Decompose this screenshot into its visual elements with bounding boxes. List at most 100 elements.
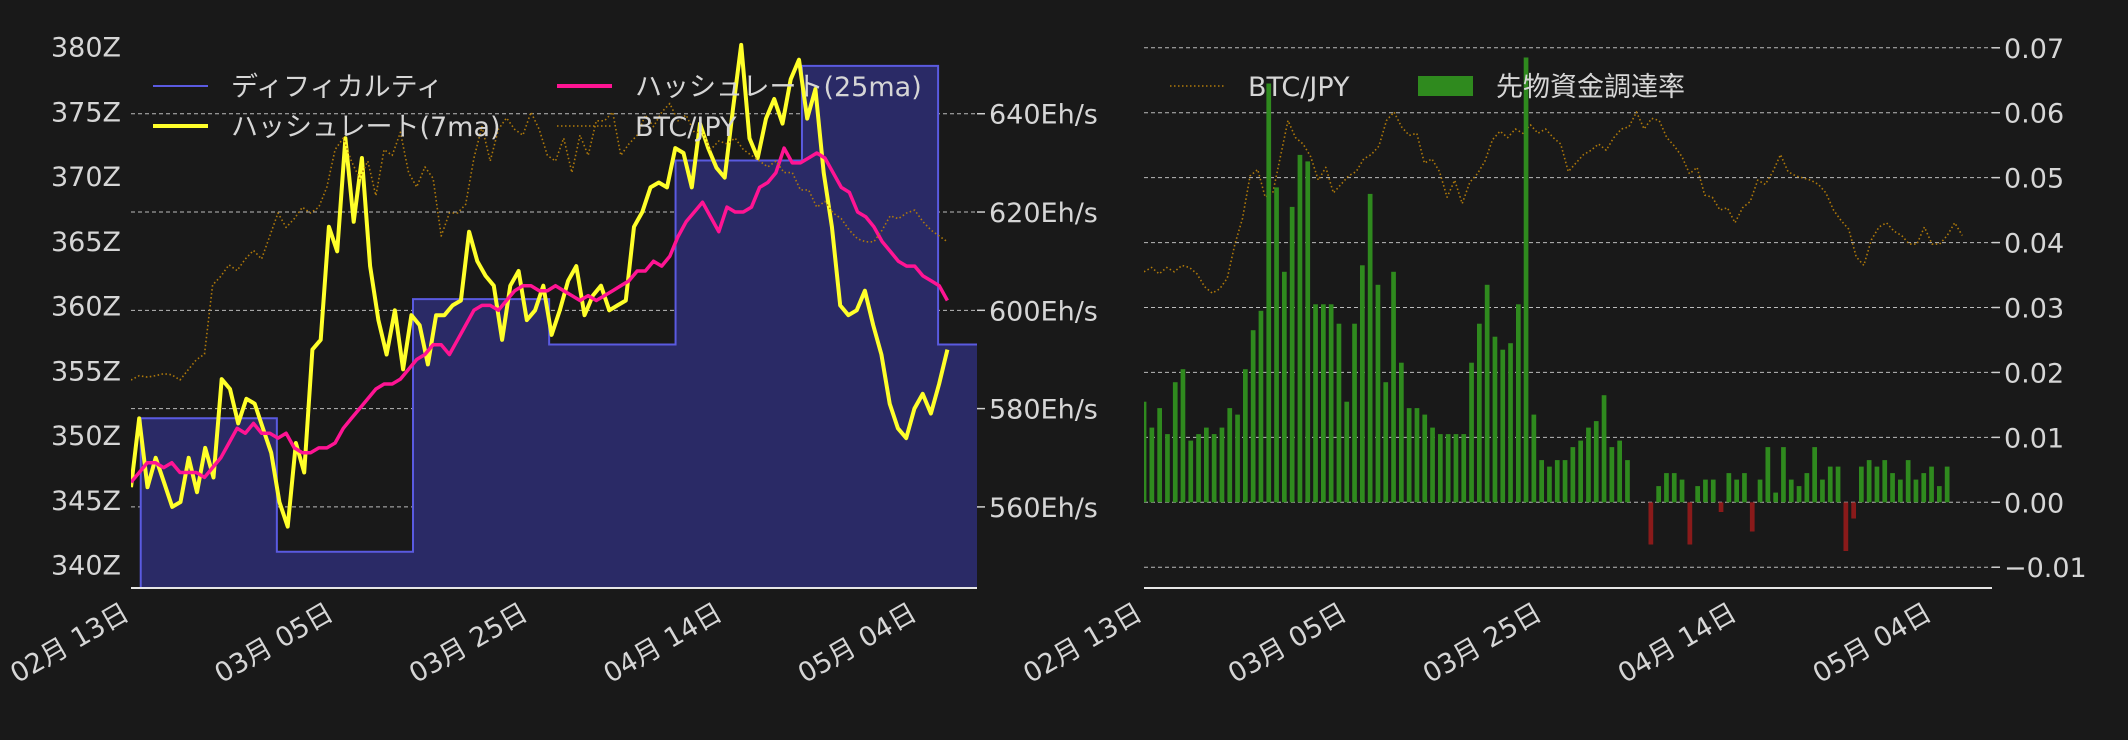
y-right-tick-label: 600Eh/s [989,296,1098,327]
funding-rate-bar [1679,479,1685,503]
right-chart-panel: 02月 13日 03月 05日 03月 25日 04月 14日 05月 04日 −0.01… [1018,34,2086,690]
legend-label: BTC/JPY [1248,72,1350,103]
funding-rate-bar [1851,502,1856,519]
funding-rate-bar [1593,421,1599,503]
funding-rate-bar [1749,502,1755,532]
funding-rate-bar [1937,486,1942,503]
funding-rate-bar [1648,502,1654,545]
y-left-tick-label: 370Z [51,162,121,193]
funding-rate-bar [1235,414,1240,503]
funding-rate-bar [1625,460,1630,503]
funding-rate-bar [1898,479,1903,503]
funding-rate-bar [1718,502,1724,512]
funding-rate-bar [1929,466,1934,503]
funding-rate-bar [1687,502,1693,545]
funding-rate-bar [1211,434,1217,503]
y-right-tick-label: 640Eh/s [989,100,1098,131]
funding-rate-bar [1219,427,1225,503]
funding-rate-bar [1414,408,1420,503]
y-right-tick-label: −0.01 [2004,553,2087,584]
legend-label: ハッシュレート(7ma) [231,112,501,143]
y-left-tick-label: 355Z [51,356,121,387]
x-tick-label: 03月 25日 [1418,597,1547,689]
funding-rate-bar [1328,304,1334,503]
legend-label: 先物資金調達率 [1496,72,1685,103]
funding-rate-bar [1289,206,1295,503]
funding-rate-bar [1562,460,1568,503]
funding-rate-bar [1656,486,1661,503]
funding-rate-bar [1227,408,1233,503]
y-right-tick-label: 620Eh/s [989,198,1098,229]
x-tick-label: 05月 04日 [793,597,922,689]
funding-rate-bar [1336,323,1342,503]
funding-rate-bar [1570,447,1576,503]
y-right-tick-label: 0.00 [2004,488,2064,519]
funding-rate-bar [1165,434,1170,503]
funding-rate-bar [1305,161,1311,503]
funding-rate-bar [1399,362,1404,503]
plot-area [131,42,977,589]
x-tick-label: 03月 05日 [210,597,339,689]
x-tick-label: 03月 25日 [404,597,533,689]
funding-rate-bar [1827,466,1833,503]
funding-rate-bar [1742,473,1747,503]
y-right-tick-label: 0.05 [2004,164,2064,195]
funding-rate-bar [1820,479,1825,503]
funding-rate-bar [1703,479,1708,503]
funding-rate-bar [1172,382,1178,503]
funding-rate-bar [1601,395,1607,503]
funding-rate-bar [1477,323,1482,503]
y-right-tick-label: 0.02 [2004,358,2064,389]
funding-rate-bar [1516,304,1521,503]
x-tick-label: 02月 13日 [5,597,134,689]
funding-rate-bar [1180,369,1186,503]
funding-rate-bar [1788,479,1794,503]
x-tick-label: 05月 04日 [1808,597,1937,689]
btc-jpy-line [1144,111,1963,294]
funding-rate-bar [1554,460,1560,503]
funding-rate-bar [1726,473,1732,503]
hashrate-7ma-line [131,42,950,529]
funding-rate-bar [1243,369,1248,503]
funding-rate-bar [1944,466,1950,503]
y-left-tick-label: 345Z [51,486,121,517]
funding-rate-bar [1866,460,1872,503]
funding-rate-bar [1297,154,1303,503]
y-left-tick-label: 360Z [51,292,121,323]
funding-rate-bar [1500,349,1506,503]
funding-rate-bar [1422,414,1428,503]
difficulty-area [131,65,977,589]
funding-rate-bar [1531,414,1537,503]
funding-rate-bar [1890,473,1895,503]
funding-rate-bar [1313,304,1318,503]
funding-rate-bar [1352,323,1357,503]
funding-rate-bar [1695,486,1700,503]
funding-rate-bar [1812,447,1817,503]
y-right-tick-label: 0.06 [2004,99,2064,130]
funding-rate-bar [1484,284,1490,503]
funding-rate-bar [1710,479,1716,503]
funding-rate-bar [1344,401,1350,503]
funding-rate-bar [1445,434,1451,503]
funding-rate-bar [1913,479,1919,503]
funding-rate-bar [1671,473,1677,503]
legend-label: BTC/JPY [635,112,737,143]
funding-rate-bar [1617,440,1622,503]
y-left-tick-label: 350Z [51,421,121,452]
funding-rate-bar [1406,408,1412,503]
funding-rate-bar [1492,336,1498,503]
y-right-tick-label: 0.01 [2004,423,2064,454]
funding-rate-bar [1921,473,1927,503]
funding-rate-bar [1430,427,1435,503]
x-tick-label: 03月 05日 [1223,597,1352,689]
funding-rate-bar [1157,408,1162,503]
funding-rate-bar [1367,193,1373,503]
hashrate-25ma-line [131,146,949,484]
x-tick-label: 04月 14日 [1613,597,1742,689]
y-left-tick-label: 340Z [51,551,121,582]
funding-rate-bar [1274,187,1279,503]
left-chart-panel: 02月 13日 03月 05日 03月 25日 04月 14日 05月 04日 340Z 3… [5,32,1098,689]
funding-rate-bar [1321,304,1326,503]
funding-rate-bar [1734,479,1739,503]
